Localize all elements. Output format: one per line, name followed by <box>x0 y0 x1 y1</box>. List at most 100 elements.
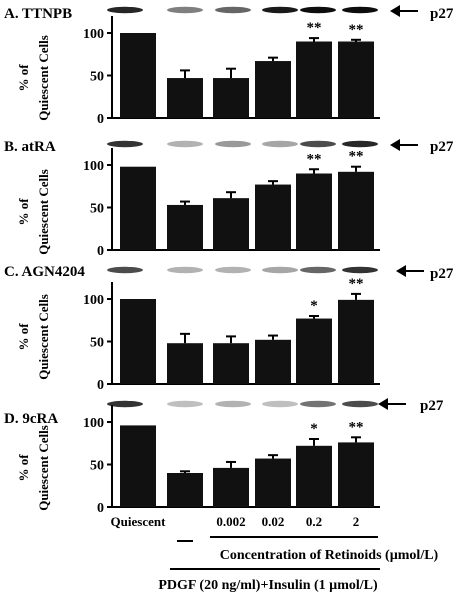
panel-b-p27-label: p27 <box>430 139 454 155</box>
bar <box>255 184 291 250</box>
significance-marker: ** <box>349 419 364 435</box>
x-tick-label-quiescent: Quiescent <box>111 514 167 529</box>
significance-marker: ** <box>349 149 364 165</box>
y-tick-label: 50 <box>90 459 104 474</box>
blot-band <box>262 140 298 148</box>
panel-a-ylabel-line1: % of <box>16 64 31 92</box>
bar <box>296 41 332 118</box>
y-tick-label: 100 <box>83 293 104 308</box>
significance-marker: ** <box>349 22 364 38</box>
blot-band <box>342 6 378 14</box>
bar <box>296 445 332 507</box>
panel-b-bars: ** ** <box>120 149 374 250</box>
panel-d-ylabel-line1: % of <box>16 454 31 482</box>
x-tick-label-0.002: 0.002 <box>216 514 245 529</box>
panel-d-arrow-icon <box>378 398 406 410</box>
bar <box>338 299 374 384</box>
blot-band <box>107 400 143 408</box>
bar <box>213 467 249 507</box>
y-tick-label: 0 <box>97 501 104 516</box>
significance-marker: ** <box>349 276 364 292</box>
panel-c-title: C. AGN4204 <box>4 264 85 280</box>
significance-marker: ** <box>307 20 322 36</box>
bar <box>167 343 203 384</box>
panel-b-title: B. atRA <box>4 139 56 155</box>
bar <box>255 61 291 118</box>
y-tick-label: 100 <box>83 416 104 431</box>
bar <box>167 78 203 118</box>
blot-band <box>215 140 251 148</box>
y-tick-label: 50 <box>90 336 104 351</box>
blot-band <box>107 6 143 14</box>
panel-d-p27-label: p27 <box>420 398 444 414</box>
blot-band <box>167 400 203 408</box>
blot-band <box>167 266 203 274</box>
blot-band <box>300 266 336 274</box>
x-tick-label-2: 2 <box>353 514 360 529</box>
blot-band <box>300 140 336 148</box>
treatment-label: PDGF (20 ng/ml)+Insulin (1 µmol/L) <box>158 578 378 593</box>
x-tick-label-0.2: 0.2 <box>306 514 322 529</box>
y-tick-label: 100 <box>83 27 104 42</box>
significance-marker: * <box>310 298 318 314</box>
panel-b-ylabel-line1: % of <box>16 198 31 226</box>
panel-a-arrow-icon <box>390 5 418 17</box>
blot-band <box>300 6 336 14</box>
bar <box>120 33 156 118</box>
bar <box>213 78 249 118</box>
blot-band <box>107 140 143 148</box>
x-tick-label-0.02: 0.02 <box>262 514 285 529</box>
y-tick-label: 50 <box>90 70 104 85</box>
panel-c-arrow-icon <box>396 265 424 277</box>
blot-band <box>107 266 143 274</box>
panel-a-p27-label: p27 <box>430 6 454 22</box>
blot-band <box>300 400 336 408</box>
panel-c-bars: *** <box>120 276 374 384</box>
bar <box>255 339 291 384</box>
x-axis-annotations: Quiescent 0.002 0.02 0.2 2 Concentration… <box>111 514 439 593</box>
bar <box>296 318 332 384</box>
panel-a-ylabel-line2: Quiescent Cells <box>36 35 51 121</box>
bar <box>213 343 249 384</box>
bar <box>255 458 291 507</box>
panel-d-title: D. 9cRA <box>4 411 58 427</box>
panel-d-western-blot <box>107 400 378 408</box>
bar <box>120 166 156 250</box>
bar <box>338 171 374 250</box>
bar <box>338 442 374 507</box>
panel-a-title: A. TTNPB <box>4 6 72 22</box>
blot-band <box>215 266 251 274</box>
panel-c-p27-label: p27 <box>430 266 454 282</box>
bar <box>296 173 332 250</box>
blot-band <box>342 140 378 148</box>
blot-band <box>167 140 203 148</box>
y-tick-label: 100 <box>83 159 104 174</box>
y-tick-label: 0 <box>97 112 104 127</box>
y-tick-label: 0 <box>97 378 104 393</box>
bar <box>167 473 203 507</box>
panel-a-axes: 0 50 100 <box>83 16 380 127</box>
panel-c-western-blot <box>107 266 378 274</box>
panel-c-ylabel-line2: Quiescent Cells <box>36 294 51 380</box>
bar <box>213 198 249 250</box>
y-tick-label: 50 <box>90 202 104 217</box>
bar <box>167 204 203 250</box>
bar <box>120 299 156 384</box>
blot-band <box>215 6 251 14</box>
y-tick-label: 0 <box>97 244 104 259</box>
blot-band <box>167 6 203 14</box>
significance-marker: * <box>310 421 318 437</box>
panel-a-western-blot <box>107 6 378 14</box>
panel-d-axes: 0 50 100 <box>83 405 380 516</box>
bar <box>338 41 374 118</box>
blot-band <box>262 400 298 408</box>
panel-d-bars: * ** <box>120 419 374 507</box>
panel-b: B. atRA p27 0 50 100 ** ** % of Quiescent C… <box>4 139 454 259</box>
blot-band <box>262 266 298 274</box>
panel-b-ylabel-line2: Quiescent Cells <box>36 169 51 255</box>
blot-band <box>215 400 251 408</box>
blot-band <box>342 266 378 274</box>
concentration-label: Concentration of Retinoids (µmol/L) <box>220 548 439 563</box>
blot-band <box>342 400 378 408</box>
